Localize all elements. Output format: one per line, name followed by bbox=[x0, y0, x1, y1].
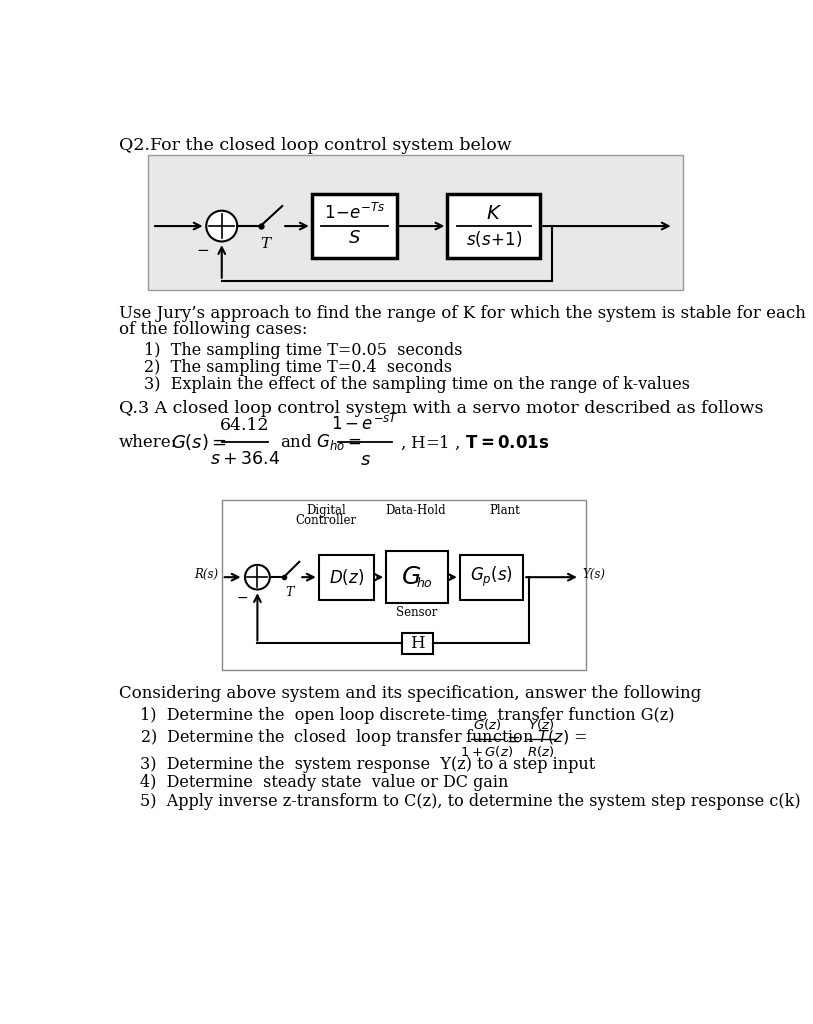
Text: $S$: $S$ bbox=[348, 229, 361, 247]
Text: −: − bbox=[237, 591, 249, 605]
Bar bbox=[459, 555, 524, 599]
Text: Controller: Controller bbox=[296, 514, 357, 527]
Bar bbox=[222, 500, 586, 670]
Text: $K$: $K$ bbox=[485, 205, 502, 223]
Text: H: H bbox=[410, 635, 424, 652]
Bar bbox=[402, 633, 433, 654]
Text: $R(z)$: $R(z)$ bbox=[528, 744, 554, 759]
Bar bbox=[447, 195, 541, 258]
Circle shape bbox=[207, 211, 237, 242]
Text: Plant: Plant bbox=[489, 504, 520, 517]
Bar bbox=[311, 195, 397, 258]
Text: Considering above system and its specification, answer the following: Considering above system and its specifi… bbox=[119, 685, 701, 702]
Text: $s+36.4$: $s+36.4$ bbox=[210, 451, 280, 468]
Text: Use Jury’s approach to find the range of K for which the system is stable for ea: Use Jury’s approach to find the range of… bbox=[119, 305, 806, 323]
Bar bbox=[148, 156, 683, 290]
Text: 1)  The sampling time T=0.05  seconds: 1) The sampling time T=0.05 seconds bbox=[144, 342, 463, 359]
Text: T: T bbox=[285, 587, 294, 599]
Text: Data-Hold: Data-Hold bbox=[385, 504, 446, 517]
Text: 4)  Determine  steady state  value or DC gain: 4) Determine steady state value or DC ga… bbox=[141, 774, 509, 792]
Text: T: T bbox=[260, 237, 270, 251]
Bar bbox=[319, 555, 375, 599]
Text: , H=1 , $\mathbf{T=0.01s}$: , H=1 , $\mathbf{T=0.01s}$ bbox=[400, 433, 550, 452]
Text: Q.3 A closed loop control system with a servo motor described as follows: Q.3 A closed loop control system with a … bbox=[119, 400, 763, 417]
Text: Sensor: Sensor bbox=[397, 606, 437, 620]
Text: $=$: $=$ bbox=[503, 730, 520, 748]
Text: 5)  Apply inverse z-transform to C(z), to determine the system step response c(k: 5) Apply inverse z-transform to C(z), to… bbox=[141, 793, 801, 810]
Circle shape bbox=[245, 565, 270, 590]
Text: $G(s)=$: $G(s)=$ bbox=[172, 432, 228, 453]
Text: Digital: Digital bbox=[307, 504, 346, 517]
Text: 3)  Determine the  system response  Y(z) to a step input: 3) Determine the system response Y(z) to… bbox=[141, 756, 596, 773]
Text: $D(z)$: $D(z)$ bbox=[329, 567, 364, 587]
Bar bbox=[386, 551, 448, 603]
Text: $1+G(z)$: $1+G(z)$ bbox=[460, 744, 513, 759]
Text: 3)  Explain the effect of the sampling time on the range of k-values: 3) Explain the effect of the sampling ti… bbox=[144, 376, 690, 393]
Text: 1)  Determine the  open loop discrete-time  transfer function G(z): 1) Determine the open loop discrete-time… bbox=[141, 707, 675, 724]
Text: $1\!-\!e^{-Ts}$: $1\!-\!e^{-Ts}$ bbox=[324, 203, 385, 223]
Text: $ho$: $ho$ bbox=[416, 575, 433, 590]
Text: 2)  Determine the  closed  loop transfer function $T(z)$ =: 2) Determine the closed loop transfer fu… bbox=[141, 727, 588, 748]
Text: $G$: $G$ bbox=[401, 565, 421, 589]
Text: $1-e^{-sT}$: $1-e^{-sT}$ bbox=[331, 414, 399, 434]
Text: $G_p(s)$: $G_p(s)$ bbox=[470, 565, 513, 589]
Text: where:: where: bbox=[119, 434, 177, 451]
Text: $G(z)$: $G(z)$ bbox=[472, 717, 501, 732]
Text: Y(s): Y(s) bbox=[583, 568, 606, 582]
Text: 64.12: 64.12 bbox=[220, 417, 270, 434]
Text: 2)  The sampling time T=0.4  seconds: 2) The sampling time T=0.4 seconds bbox=[144, 359, 452, 376]
Text: R(s): R(s) bbox=[193, 568, 218, 582]
Text: and $G_{ho}=$: and $G_{ho}=$ bbox=[280, 432, 362, 453]
Text: $s$: $s$ bbox=[359, 451, 371, 469]
Text: Q2.For the closed loop control system below: Q2.For the closed loop control system be… bbox=[119, 137, 511, 154]
Text: −: − bbox=[197, 243, 210, 258]
Text: $Y(z)$: $Y(z)$ bbox=[528, 717, 554, 732]
Text: $s(s\!+\!1)$: $s(s\!+\!1)$ bbox=[466, 229, 522, 249]
Text: of the following cases:: of the following cases: bbox=[119, 321, 307, 338]
